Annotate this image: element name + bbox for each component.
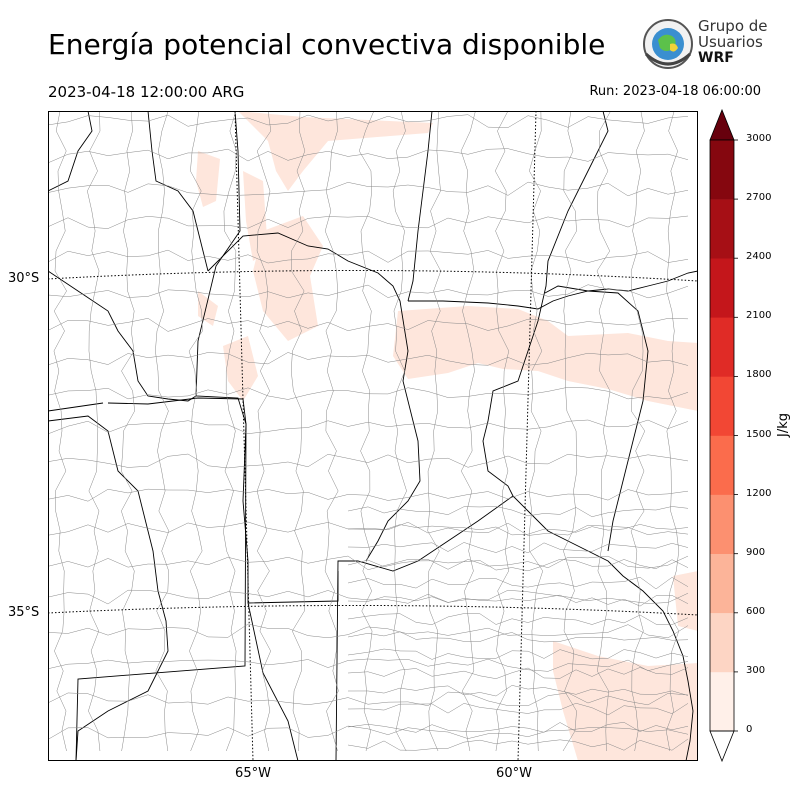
valid-time: 2023-04-18 12:00:00 ARG [48, 83, 245, 101]
globe-seal-icon [643, 19, 693, 69]
colorbar-under-triangle [709, 730, 735, 763]
lon-label-65w: 65°W [235, 766, 271, 781]
map-frame [48, 111, 698, 761]
colorbar-bin [710, 317, 734, 377]
colorbar-tick-label: 2400 [746, 251, 772, 263]
colorbar-over-triangle [709, 108, 735, 141]
department-boundaries [48, 111, 689, 752]
colorbar-bin [710, 258, 734, 318]
colorbar-tick-label: 1200 [746, 487, 772, 499]
colorbar-tick-label: 300 [746, 664, 766, 676]
colorbar-bin [710, 199, 734, 259]
colorbar-bin [710, 671, 734, 732]
logo: Grupo de Usuarios WRF [640, 18, 770, 70]
colorbar-bin [710, 435, 734, 495]
lon-label-60w: 60°W [496, 766, 532, 781]
colorbar-bin [710, 140, 734, 200]
colorbar [709, 108, 738, 763]
logo-line-3: WRF [698, 50, 734, 66]
lat-label-35s: 35°S [8, 605, 40, 620]
colorbar-bin [710, 494, 734, 554]
cape-fill [196, 111, 698, 761]
map-panel [48, 111, 698, 761]
colorbar-tick-label: 3000 [746, 133, 772, 144]
run-time: Run: 2023-04-18 06:00:00 [589, 84, 761, 99]
page-title: Energía potencial convectiva disponible [48, 28, 606, 61]
colorbar-tick-label: 900 [746, 546, 766, 558]
logo-line-1: Grupo de [698, 17, 768, 35]
logo-line-2: Usuarios [698, 33, 763, 51]
colorbar-unit-label: J/kg [776, 413, 791, 437]
logo-text: Grupo de Usuarios WRF [698, 18, 768, 66]
colorbar-tick-label: 2100 [746, 310, 772, 322]
colorbar-tick-label: 2700 [746, 192, 772, 204]
colorbar-tick-label: 600 [746, 605, 766, 617]
colorbar-bin [710, 376, 734, 436]
graticule [48, 111, 698, 761]
colorbar-tick-label: 1500 [746, 428, 772, 440]
colorbar-bin [710, 612, 734, 673]
colorbar-tick-label: 1800 [746, 369, 772, 381]
colorbar-bin [710, 553, 734, 614]
lat-label-30s: 30°S [8, 271, 40, 286]
colorbar-tick-label: 0 [746, 724, 753, 735]
